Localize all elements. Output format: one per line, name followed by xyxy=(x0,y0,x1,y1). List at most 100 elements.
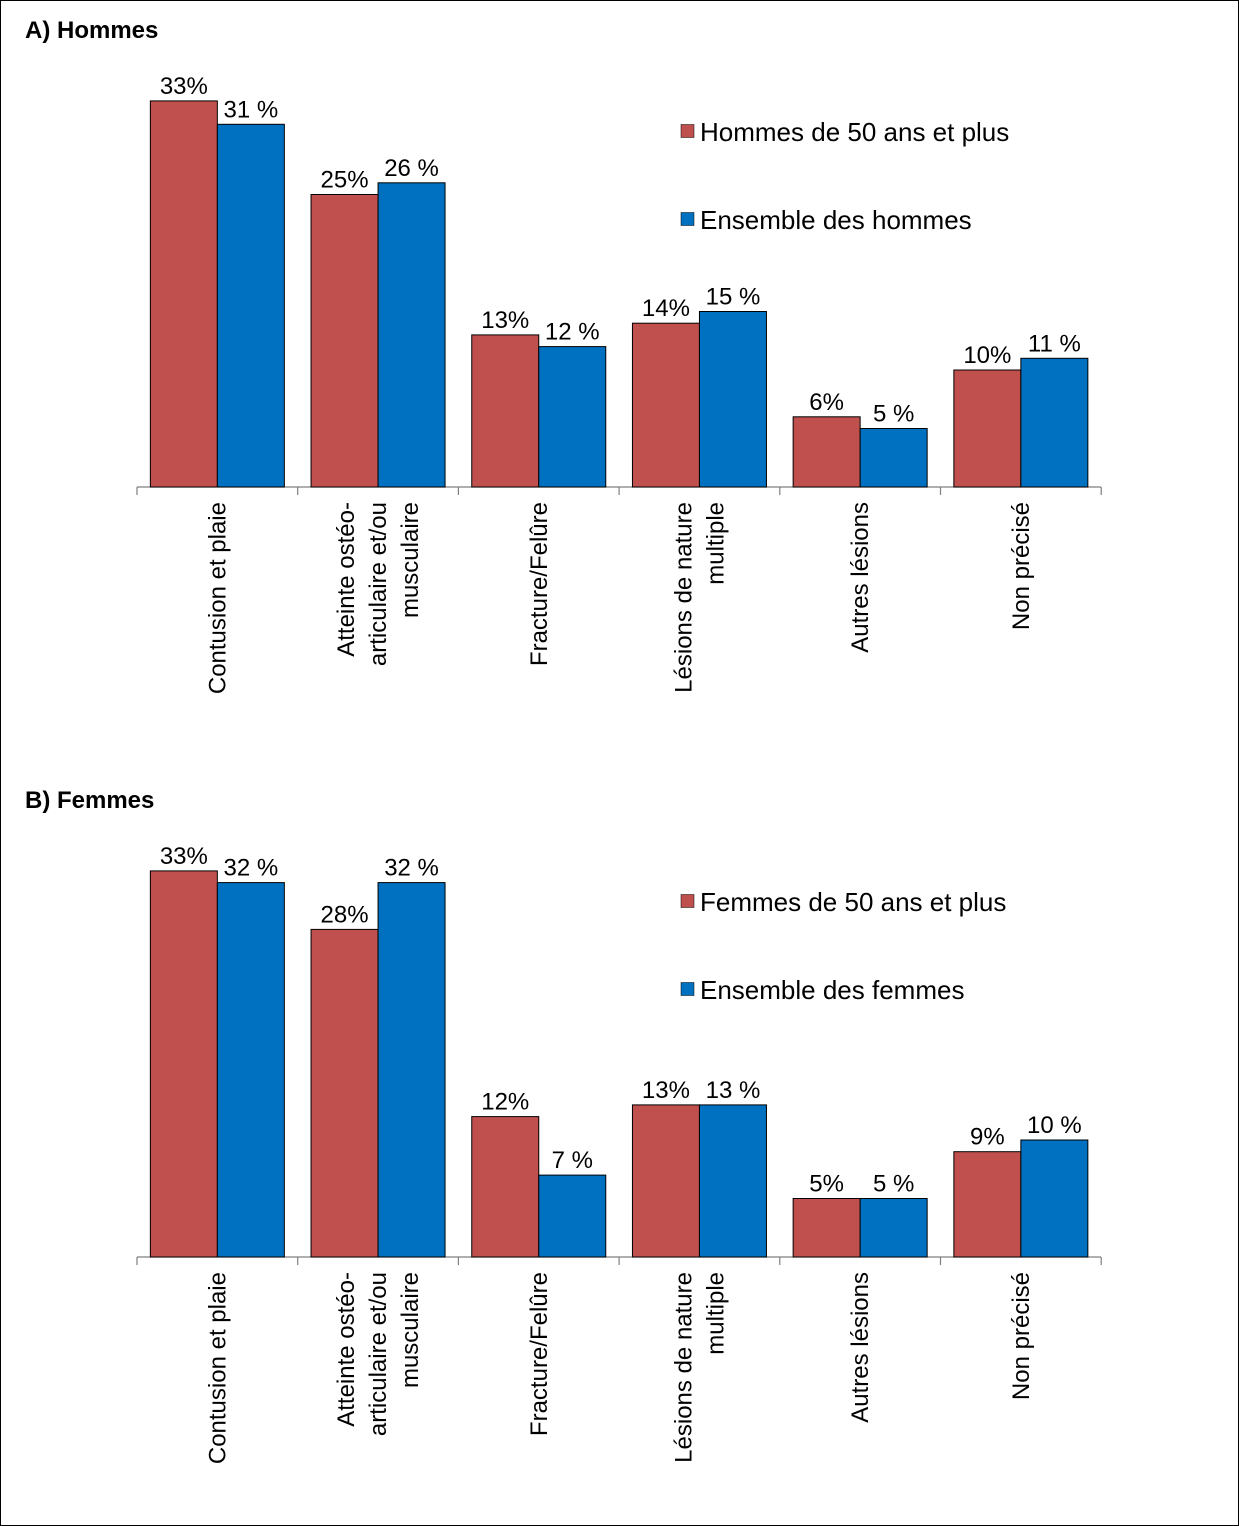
bar-50plus xyxy=(953,1151,1022,1258)
legend-swatch-ensemble xyxy=(680,982,695,996)
bar-ensemble xyxy=(859,428,928,488)
data-label-ensemble: 5 % xyxy=(873,1171,914,1198)
legend-item-ensemble: Ensemble des hommes xyxy=(680,205,972,235)
bar-50plus xyxy=(953,369,1022,488)
data-label-ensemble: 15 % xyxy=(706,284,761,311)
bar-ensemble xyxy=(377,182,446,488)
category-label: Atteinte ostéo-articulaire et/ou musculai… xyxy=(333,502,424,666)
svg-text:Contusion et plaie: Contusion et plaie xyxy=(204,1272,231,1464)
category-label-line: Lésions de nature xyxy=(670,1272,697,1463)
bar-50plus xyxy=(631,322,700,488)
legend-label-ensemble: Ensemble des hommes xyxy=(700,205,972,235)
svg-text:Atteinte ostéo-articulaire et/: Atteinte ostéo-articulaire et/ou musculai… xyxy=(333,502,424,666)
legend-item-50plus: Hommes de 50 ans et plus xyxy=(680,117,1009,147)
data-label-50plus: 14% xyxy=(642,295,690,322)
category-label: Atteinte ostéo-articulaire et/ou musculai… xyxy=(333,1272,424,1436)
legend-swatch-50plus xyxy=(680,894,695,908)
category-label: Lésions de nature multiple xyxy=(670,502,729,693)
category-label-line: Non précisé xyxy=(1008,502,1035,630)
category-label-line: Autres lésions xyxy=(847,502,874,653)
svg-text:Contusion et plaie: Contusion et plaie xyxy=(204,502,231,694)
bar-ensemble xyxy=(698,1104,767,1258)
category-label-line: Fracture/Felûre xyxy=(526,502,553,666)
data-label-ensemble: 32 % xyxy=(223,855,278,882)
category-label: Autres lésions xyxy=(847,1272,874,1423)
panel-title-femmes: B) Femmes xyxy=(25,787,155,814)
category-label: Contusion et plaie xyxy=(204,1272,231,1464)
chart-femmes: Femmes de 50 ans et plus Ensemble des fem… xyxy=(136,843,1102,1464)
category-label-line: Atteinte ostéo- xyxy=(333,1272,360,1427)
bar-50plus xyxy=(631,1104,700,1258)
category-label: Autres lésions xyxy=(847,502,874,653)
category-label-line: musculaire xyxy=(397,502,424,618)
category-label: Non précisé xyxy=(1008,502,1035,630)
data-label-50plus: 25% xyxy=(321,167,369,194)
data-label-50plus: 33% xyxy=(160,843,208,870)
category-label-line: Autres lésions xyxy=(847,1272,874,1423)
data-label-50plus: 13% xyxy=(481,307,529,334)
data-label-50plus: 10% xyxy=(963,342,1011,369)
svg-text:Non précisé: Non précisé xyxy=(1008,502,1035,630)
bar-50plus xyxy=(471,334,540,488)
bar-50plus xyxy=(471,1116,540,1258)
bar-ensemble xyxy=(1020,1139,1089,1258)
category-label-line: multiple xyxy=(702,502,729,585)
category-label-line: Contusion et plaie xyxy=(204,1272,231,1464)
category-label: Lésions de nature multiple xyxy=(670,1272,729,1463)
data-label-ensemble: 31 % xyxy=(223,96,278,123)
data-label-50plus: 9% xyxy=(970,1124,1005,1151)
category-label-line: Contusion et plaie xyxy=(204,502,231,694)
category-label: Fracture/Felûre xyxy=(526,1272,553,1436)
category-label-line: articulaire et/ou xyxy=(365,1272,392,1436)
svg-text:Autres lésions: Autres lésions xyxy=(847,1272,874,1423)
category-label-line: musculaire xyxy=(397,1272,424,1388)
panel-title-hommes: A) Hommes xyxy=(25,17,159,44)
data-label-ensemble: 11 % xyxy=(1028,330,1081,357)
bar-50plus xyxy=(310,928,379,1258)
bar-50plus xyxy=(792,416,861,488)
category-label: Non précisé xyxy=(1008,1272,1035,1400)
data-label-50plus: 13% xyxy=(642,1077,690,1104)
data-label-ensemble: 7 % xyxy=(552,1147,593,1174)
data-label-50plus: 12% xyxy=(481,1089,529,1116)
bar-50plus xyxy=(792,1198,861,1258)
category-label-line: Fracture/Felûre xyxy=(526,1272,553,1436)
category-label-line: Atteinte ostéo- xyxy=(333,502,360,657)
data-label-50plus: 6% xyxy=(809,389,844,416)
data-label-ensemble: 10 % xyxy=(1027,1112,1082,1139)
svg-text:Fracture/Felûre: Fracture/Felûre xyxy=(526,502,553,666)
category-label-line: Lésions de nature xyxy=(670,502,697,693)
legend-item-50plus: Femmes de 50 ans et plus xyxy=(680,887,1006,917)
bar-ensemble xyxy=(538,346,607,488)
bar-ensemble xyxy=(1020,357,1089,488)
bar-ensemble xyxy=(538,1174,607,1258)
bar-50plus xyxy=(149,870,218,1258)
category-label-line: articulaire et/ou xyxy=(365,502,392,666)
data-label-50plus: 5% xyxy=(809,1171,844,1198)
legend-swatch-ensemble xyxy=(680,212,695,226)
bar-ensemble xyxy=(216,882,285,1258)
svg-text:Non précisé: Non précisé xyxy=(1008,1272,1035,1400)
data-label-ensemble: 26 % xyxy=(384,155,439,182)
bar-50plus xyxy=(310,194,379,488)
bar-ensemble xyxy=(859,1198,928,1258)
category-label: Fracture/Felûre xyxy=(526,502,553,666)
data-label-50plus: 33% xyxy=(160,73,208,100)
bar-ensemble xyxy=(698,311,767,488)
legend-item-ensemble: Ensemble des femmes xyxy=(680,975,964,1005)
svg-text:Atteinte ostéo-articulaire et/: Atteinte ostéo-articulaire et/ou musculai… xyxy=(333,1272,424,1436)
category-label: Contusion et plaie xyxy=(204,502,231,694)
svg-text:Fracture/Felûre: Fracture/Felûre xyxy=(526,1272,553,1436)
data-label-ensemble: 5 % xyxy=(873,401,914,428)
category-label-line: Non précisé xyxy=(1008,1272,1035,1400)
bar-50plus xyxy=(149,100,218,488)
category-label-line: multiple xyxy=(702,1272,729,1355)
legend-label-ensemble: Ensemble des femmes xyxy=(700,975,964,1005)
legend-label-50plus: Femmes de 50 ans et plus xyxy=(700,887,1006,917)
data-label-ensemble: 12 % xyxy=(545,319,600,346)
svg-text:Autres lésions: Autres lésions xyxy=(847,502,874,653)
legend-swatch-50plus xyxy=(680,124,695,138)
data-label-ensemble: 32 % xyxy=(384,855,439,882)
